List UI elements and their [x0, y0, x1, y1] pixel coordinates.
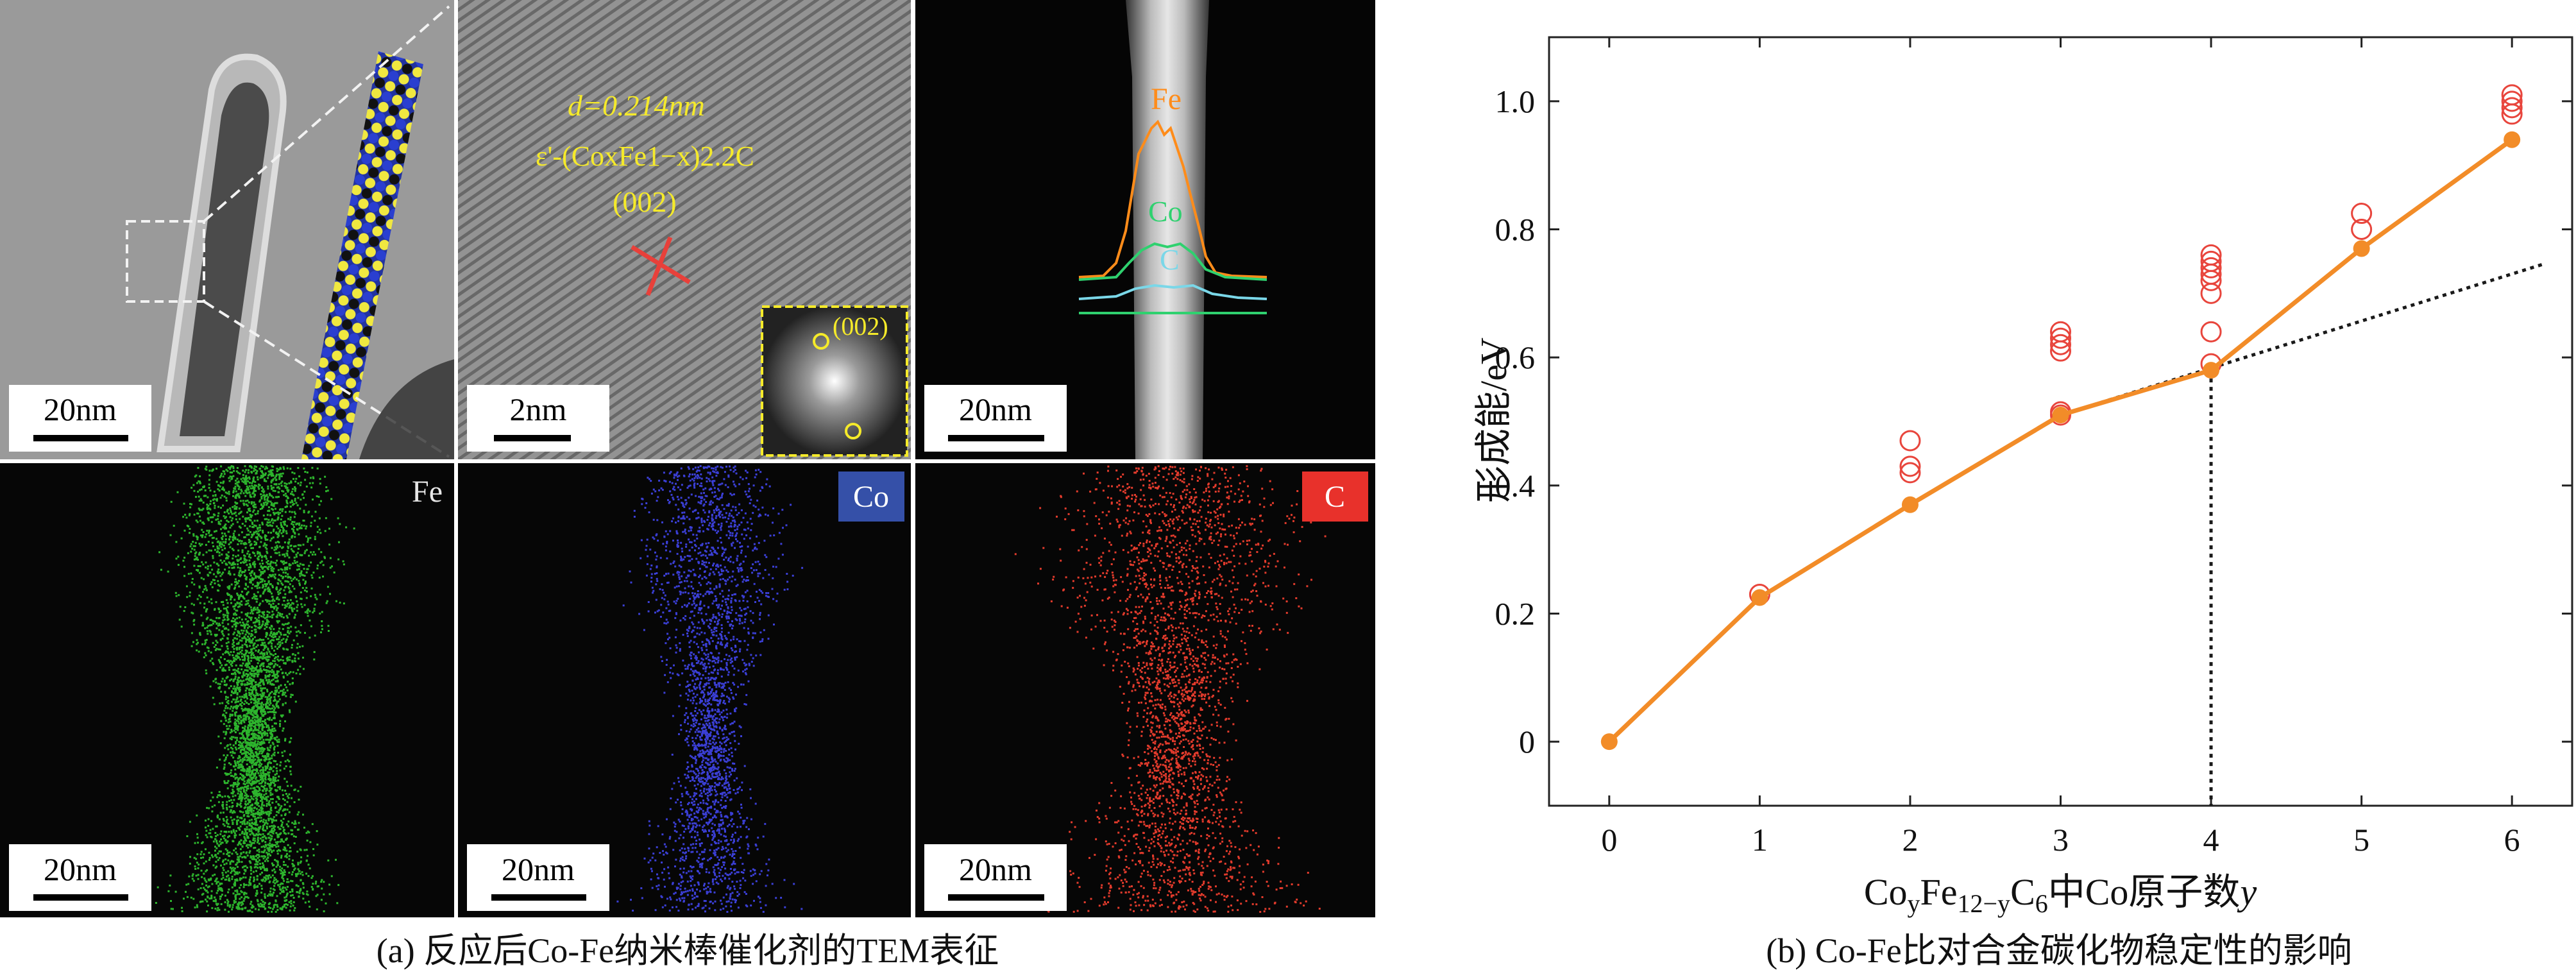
element-label-fe: Fe	[412, 475, 443, 509]
scale-bar-label: 20nm	[959, 391, 1032, 427]
fft-inset: (002)	[761, 305, 908, 457]
profile-label-fe: Fe	[1151, 82, 1182, 116]
element-badge-co	[838, 472, 904, 522]
open-circle-point	[2050, 334, 2071, 355]
formation-energy-point	[2504, 131, 2521, 148]
open-circle-point	[2200, 321, 2222, 343]
open-circle-point	[2351, 203, 2373, 225]
formation-energy-line	[1607, 137, 2514, 743]
element-badge-c	[1302, 472, 1368, 522]
open-circle-point	[2050, 327, 2071, 349]
fe-map-dots	[155, 465, 355, 913]
fft-label: (002)	[833, 312, 888, 341]
open-circle-point	[2200, 257, 2222, 278]
c-map-dots	[1014, 465, 1326, 913]
formation-energy-chart: 0 1 2 3 4 5 6 0 0.2 0.4 0.6 0.8 1.0 CoyFe12−yC6中Co原子…	[1473, 36, 2573, 970]
series-layer	[1600, 84, 2543, 806]
scale-bar-label: 20nm	[959, 851, 1032, 887]
formation-energy-point	[2353, 240, 2370, 257]
scale-bar-label: 2nm	[510, 391, 567, 427]
scale-bar-label: 20nm	[44, 391, 117, 427]
caption-a: (a) 反应后Co-Fe纳米棒催化剂的TEM表征	[377, 931, 999, 970]
scale-bar-label: 20nm	[502, 851, 575, 887]
x-tick-label: 5	[2353, 822, 2369, 858]
x-tick-label: 3	[2053, 822, 2069, 858]
c-profile	[1078, 284, 1267, 300]
formation-energy-point	[1600, 733, 1618, 751]
open-circle-point	[1899, 430, 1921, 452]
lattice-marker	[631, 236, 691, 296]
scale-bar	[33, 435, 128, 441]
x-tick-label: 4	[2203, 822, 2219, 858]
open-circle-point	[1899, 455, 1921, 477]
x-tick-label: 1	[1752, 822, 1768, 858]
scale-bar	[948, 435, 1044, 441]
fe-profile	[1078, 119, 1267, 278]
tem-tile-nanorod: 20nm	[0, 0, 454, 459]
y-axis-label: 形成能/eV	[1473, 337, 1514, 503]
y-tick-label: 0.2	[1495, 596, 1536, 632]
y-tick-label: 0.6	[1495, 339, 1536, 375]
element-label-c: C	[1325, 480, 1345, 514]
x-axis-label: CoyFe12−yC6中Co原子数y	[1864, 871, 2257, 918]
open-circle-point	[2050, 404, 2071, 426]
scale-bar	[33, 894, 128, 901]
plane-label: (002)	[613, 185, 677, 218]
y-tick-label: 0.4	[1495, 468, 1536, 504]
phase-label: ε'-(CoxFe1−x)2.2C	[536, 140, 754, 172]
profile-label-c: C	[1160, 243, 1180, 276]
formation-energy-point	[2052, 407, 2069, 424]
panel-a: 20nm d=0.214nm ε'-(CoxFe1−x)2.2C (002) (…	[0, 0, 1375, 970]
open-circle-point	[2200, 282, 2222, 304]
open-circle-point	[2501, 97, 2523, 119]
x-tick-label: 6	[2504, 822, 2520, 858]
scale-bar	[948, 894, 1044, 901]
element-label-co: Co	[853, 480, 889, 514]
x-tick-label: 2	[1902, 822, 1918, 858]
scale-bar-label: 20nm	[44, 851, 117, 887]
profile-label-co: Co	[1148, 195, 1183, 228]
haadf-tile: Fe Co C 20nm	[915, 0, 1375, 459]
open-circle-point	[2501, 90, 2523, 112]
open-circle-point	[2351, 219, 2373, 240]
formation-energy-point	[1751, 589, 1768, 606]
scale-bar	[491, 894, 586, 901]
hrtem-tile: d=0.214nm ε'-(CoxFe1−x)2.2C (002) (002) …	[458, 0, 911, 459]
co-profile	[1078, 242, 1267, 281]
open-circle-point	[2050, 340, 2071, 362]
formation-energy-point	[2203, 362, 2220, 379]
y-tick-label: 0	[1519, 724, 1535, 760]
open-circle-point	[2501, 103, 2523, 125]
open-circle-point	[2200, 269, 2222, 291]
y-tick-label: 0.8	[1495, 212, 1536, 248]
formation-energy-point	[1901, 496, 1919, 513]
co-map-dots	[616, 465, 804, 913]
axis-ticks: 0 1 2 3 4 5 6 0 0.2 0.4 0.6 0.8 1.0	[1495, 37, 2572, 858]
x-tick-label: 0	[1601, 822, 1617, 858]
open-circle-point	[1899, 462, 1921, 484]
fe-map-tile: Fe 20nm	[0, 463, 454, 917]
scale-bar	[494, 435, 571, 441]
caption-b: (b) Co-Fe比对合金碳化物稳定性的影响	[1766, 931, 2351, 970]
y-tick-label: 1.0	[1495, 83, 1536, 119]
co-map-tile: Co 20nm	[458, 463, 911, 917]
d-spacing-label: d=0.214nm	[568, 89, 705, 122]
c-map-tile: C 20nm	[915, 463, 1375, 917]
